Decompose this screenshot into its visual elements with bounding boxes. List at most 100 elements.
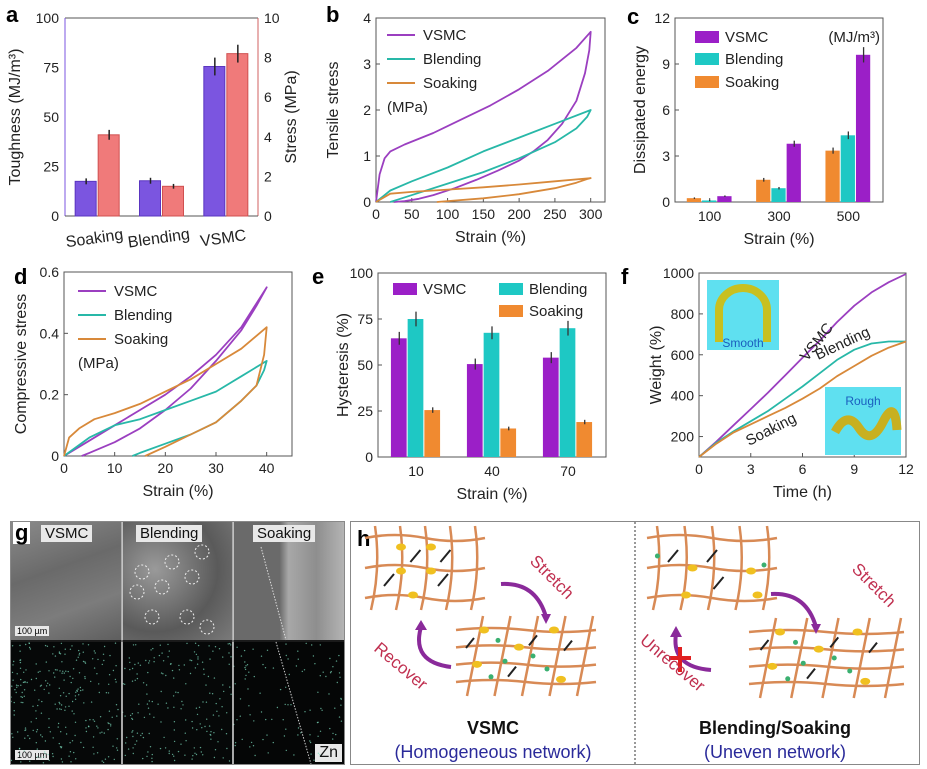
zn-dot [71, 700, 74, 703]
zn-dot [309, 741, 312, 744]
eds-vsmc: 100 µm [11, 642, 121, 764]
crosslink [667, 549, 679, 563]
zn-dot [52, 755, 54, 758]
zn-dot [90, 680, 92, 683]
zn-dot [202, 754, 204, 756]
polymer-chain [706, 525, 716, 611]
panel-label-h: h [357, 526, 370, 551]
zn-dot [15, 691, 17, 694]
zn-dot [24, 681, 26, 683]
polymer-chain [364, 563, 486, 573]
zn-dot [21, 691, 23, 694]
series-line-soaking [375, 177, 592, 203]
zn-dot [241, 738, 243, 741]
zn-dot [85, 727, 87, 729]
zn-dot [92, 736, 95, 738]
zn-dot [151, 757, 153, 759]
unit-label: (MPa) [387, 99, 428, 116]
zn-dot [96, 752, 99, 754]
y-tick-label: 100 [36, 10, 60, 26]
zn-dot [24, 737, 26, 739]
zn-dot [32, 729, 34, 732]
y2-axis-title: Stress (MPa) [283, 70, 300, 163]
y-tick-label: 0 [662, 194, 670, 210]
x-tick-label: VSMC [199, 227, 247, 250]
x-tick-label: 0 [372, 206, 380, 222]
zn-dot [185, 683, 187, 685]
bar-blending [407, 319, 424, 457]
bar-toughness [74, 180, 97, 217]
zn-dot [132, 735, 134, 738]
zn-dot [309, 740, 311, 742]
zn-dot [30, 721, 32, 723]
zn-dot [252, 745, 255, 747]
zn-dot [316, 721, 319, 724]
zn-dot [39, 757, 41, 759]
series-line-blending [375, 109, 592, 203]
crosslink [437, 573, 449, 587]
zn-dot [58, 652, 61, 654]
zn-dot [59, 695, 62, 697]
zn-dot [11, 700, 12, 703]
zn-dot [107, 692, 110, 694]
zn-dot [285, 686, 287, 688]
zn-dot [80, 689, 82, 692]
zn-dot [259, 692, 261, 694]
zn-dot [68, 692, 70, 695]
zn-dot [227, 643, 229, 645]
zn-dot [53, 672, 55, 674]
zn-dot [325, 675, 327, 678]
zn-dot [52, 737, 54, 739]
bar-vsmc [466, 364, 483, 457]
sem-label-blending: Blending [136, 525, 203, 542]
zn-dot [116, 738, 119, 740]
zn-dot [162, 673, 164, 675]
zn-dot [43, 688, 45, 691]
zn-dot [228, 760, 231, 762]
zn-ion [495, 637, 501, 643]
zn-dot [334, 707, 336, 709]
zn-dot [16, 686, 18, 688]
polymer-chain [883, 617, 903, 699]
polymer-chain [575, 615, 595, 697]
zn-dot [199, 746, 202, 749]
zn-dot [97, 727, 99, 729]
network-schematic: h Stretch Recover VSMC (Homogeneous netw… [357, 522, 905, 764]
zn-dot [317, 752, 320, 754]
zn-dot [45, 685, 48, 687]
zn-dot [62, 692, 65, 694]
sem-soaking: Soaking [233, 522, 344, 640]
bar-soaking [500, 428, 517, 457]
zn-dot [112, 745, 114, 747]
zn-dot [217, 741, 219, 743]
zn-dot [98, 683, 100, 685]
zn-dot [60, 708, 62, 711]
zn-dot [82, 651, 85, 653]
zn-dot [152, 647, 154, 650]
crosslink [528, 634, 538, 647]
zn-dot [129, 661, 131, 664]
polymer-chain [748, 646, 905, 653]
legend-swatch [695, 31, 719, 43]
zn-dot [228, 663, 230, 665]
zn-dot [178, 669, 181, 671]
zn-dot [244, 678, 246, 680]
zn-dot [105, 692, 108, 694]
bar-toughness [203, 66, 226, 217]
zn-dot [23, 689, 26, 691]
legend-swatch [499, 305, 523, 317]
zn-dot [69, 751, 72, 753]
zn-dot [247, 688, 249, 690]
zn-dot [16, 673, 18, 675]
zn-dot [320, 707, 322, 710]
recover-label: Recover [370, 639, 431, 694]
y-axis-title: Toughness (MJ/m³) [7, 49, 24, 186]
zn-dot [194, 752, 196, 754]
polymer-chain [364, 593, 486, 603]
zn-dot [96, 725, 98, 727]
zn-dot [283, 735, 286, 737]
zn-dot [287, 658, 289, 660]
zn-dot [28, 646, 31, 649]
polymer-chain [734, 525, 743, 611]
zn-dot [41, 700, 43, 703]
